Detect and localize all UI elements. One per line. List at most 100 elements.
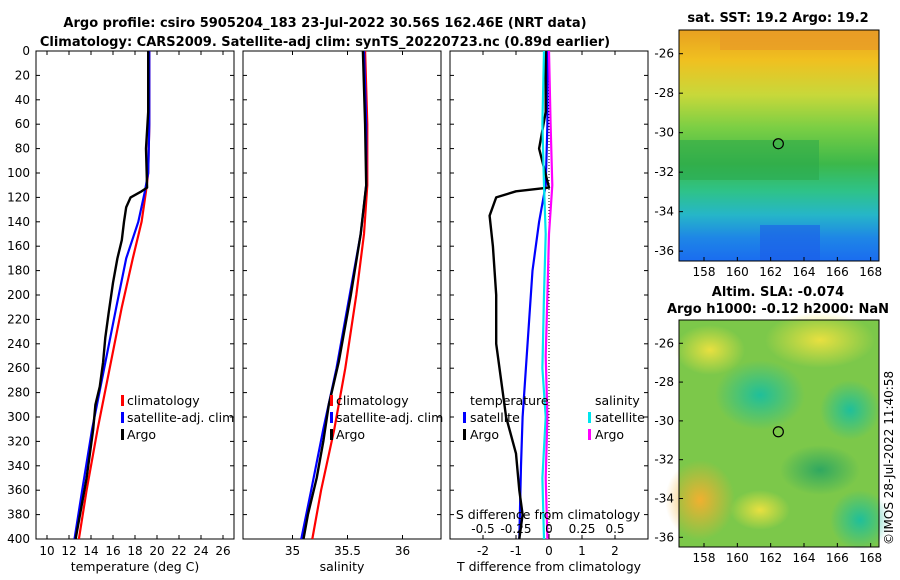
salinity-difference-ticks: -0.5 -0.25 0 0.25 0.5 — [471, 522, 624, 536]
x-tick-label: 35 — [285, 544, 300, 558]
salinity-difference-label: S difference from climatology — [456, 507, 641, 522]
depth-tick-label: 180 — [7, 264, 30, 278]
depth-tick-label: 200 — [7, 288, 30, 302]
series-line-salinity-argo — [544, 50, 554, 540]
depth-tick-label: 140 — [7, 215, 30, 229]
legend-label-temp-argo: Argo — [470, 427, 499, 442]
sla-blob — [730, 490, 790, 530]
depth-tick-label: 280 — [7, 386, 30, 400]
difference-legend: temperature satellite Argo salinity sate… — [463, 393, 645, 442]
difference-x-ticks: -2 -1 0 1 2 — [477, 544, 619, 558]
sla-y-ticks: -26 -28 -30 -32 -34 -36 — [654, 336, 683, 544]
depth-tick-label: 0 — [22, 44, 30, 58]
legend-swatch-satellite — [121, 412, 124, 423]
lat-tick-label: -32 — [654, 453, 674, 467]
depth-tick-label: 160 — [7, 239, 30, 253]
x-tick-label: 24 — [193, 544, 208, 558]
depth-tick-label: 60 — [15, 117, 30, 131]
x-tick-label: 22 — [171, 544, 186, 558]
depth-tick-label: 240 — [7, 337, 30, 351]
legend-swatch-temp-argo — [463, 429, 466, 440]
s-diff-tick-label: 0.25 — [569, 522, 596, 536]
legend-swatch-climatology — [330, 395, 333, 406]
lon-tick-label: 162 — [759, 265, 782, 279]
legend-swatch-satellite — [330, 412, 333, 423]
lon-tick-label: 162 — [759, 551, 782, 565]
lat-tick-label: -34 — [654, 205, 674, 219]
depth-tick-label: 40 — [15, 93, 30, 107]
sla-blob — [830, 490, 890, 550]
depth-tick-label: 340 — [7, 459, 30, 473]
lon-tick-label: 164 — [793, 551, 816, 565]
x-tick-label: 26 — [215, 544, 230, 558]
sst-map-title: sat. SST: 19.2 Argo: 19.2 — [687, 11, 868, 26]
temperature-series — [36, 50, 234, 540]
lat-tick-label: -26 — [654, 47, 674, 61]
legend-label-argo: Argo — [336, 427, 365, 442]
legend-title-temperature: temperature — [470, 393, 549, 408]
s-diff-tick-label: 0.5 — [605, 522, 624, 536]
temperature-axes — [35, 50, 235, 540]
sla-map — [665, 312, 890, 550]
legend-label-sal-argo: Argo — [595, 427, 624, 442]
legend-label-sal-satellite: satellite — [595, 410, 645, 425]
difference-series — [450, 50, 648, 540]
sla-blob — [820, 380, 880, 440]
depth-tick-label: 400 — [7, 532, 30, 546]
sst-warm-patch — [720, 30, 879, 50]
x-tick-label: 16 — [105, 544, 120, 558]
sst-y-ticks: -26 -28 -30 -32 -34 -36 — [654, 47, 683, 258]
depth-tick-label: 380 — [7, 508, 30, 522]
x-tick-label: 14 — [83, 544, 98, 558]
lon-tick-label: 168 — [859, 265, 882, 279]
lon-tick-label: 166 — [826, 551, 849, 565]
depth-tick-label: 220 — [7, 312, 30, 326]
lat-tick-label: -36 — [654, 244, 674, 258]
legend-label-temp-satellite: satellite — [470, 410, 520, 425]
legend-label-climatology: climatology — [127, 393, 200, 408]
difference-x-label: T difference from climatology — [456, 559, 642, 574]
series-line-temperature-satellite — [518, 51, 549, 540]
legend-swatch-argo — [330, 429, 333, 440]
temperature-legend: climatology satellite-adj. clim Argo — [121, 393, 234, 442]
salinity-x-label: salinity — [320, 559, 365, 574]
x-tick-label: 2 — [611, 544, 619, 558]
depth-tick-label: 360 — [7, 483, 30, 497]
x-tick-label: 20 — [149, 544, 164, 558]
x-tick-label: -2 — [477, 544, 489, 558]
depth-axis: 0 20 40 60 80 100 120 140 160 180 200 220 240 260 280 3… — [7, 44, 30, 546]
lon-tick-label: 158 — [693, 265, 716, 279]
s-diff-tick-label: -0.5 — [471, 522, 494, 536]
salinity-axes — [242, 50, 442, 540]
legend-label-argo: Argo — [127, 427, 156, 442]
depth-tick-label: 260 — [7, 361, 30, 375]
x-tick-label: 36 — [395, 544, 410, 558]
x-tick-label: 0 — [545, 544, 553, 558]
sst-green-band — [679, 140, 819, 180]
series-line-argo — [302, 50, 368, 540]
argo-location-marker — [772, 138, 784, 150]
legend-swatch-climatology — [121, 395, 124, 406]
lon-tick-label: 164 — [793, 265, 816, 279]
depth-tick-label: 120 — [7, 190, 30, 204]
legend-swatch-sal-satellite — [588, 412, 591, 423]
sla-blob — [715, 360, 805, 430]
lon-tick-label: 168 — [859, 551, 882, 565]
sla-blob — [665, 460, 735, 540]
s-diff-tick-label: 0 — [545, 522, 553, 536]
x-tick-label: 10 — [39, 544, 54, 558]
series-line-argo — [74, 51, 150, 540]
sla-map-frame — [678, 319, 880, 548]
temperature-x-ticks: 10 12 14 16 18 20 22 24 26 — [39, 544, 230, 558]
lon-tick-label: 166 — [826, 265, 849, 279]
depth-tick-label: 80 — [15, 142, 30, 156]
legend-label-climatology: climatology — [336, 393, 409, 408]
lat-tick-label: -30 — [654, 126, 674, 140]
legend-swatch-sal-argo — [588, 429, 591, 440]
salinity-series — [243, 50, 441, 540]
legend-label-satellite: satellite-adj. clim — [336, 410, 443, 425]
lat-tick-label: -26 — [654, 336, 674, 350]
salinity-legend: climatology satellite-adj. clim Argo — [330, 393, 443, 442]
legend-label-satellite: satellite-adj. clim — [127, 410, 234, 425]
